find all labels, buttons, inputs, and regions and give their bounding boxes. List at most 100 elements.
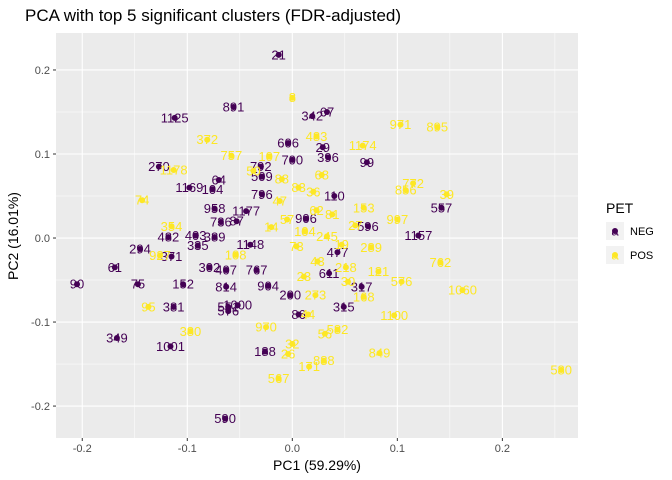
scatter-point <box>257 163 264 170</box>
point-label: 21 <box>271 47 285 62</box>
scatter-point <box>314 258 321 265</box>
scatter-point <box>230 103 237 110</box>
scatter-point <box>302 215 309 222</box>
scatter-point <box>318 172 325 179</box>
point-label: 107 <box>258 149 280 164</box>
point-label: 50 <box>246 163 260 178</box>
scatter-point <box>194 242 201 249</box>
point-label: 958 <box>204 201 226 216</box>
scatter-point <box>398 278 405 285</box>
point-label: 317 <box>351 279 373 294</box>
scatter-point <box>217 219 224 226</box>
point-label: 67 <box>320 104 334 119</box>
point-label: 110 <box>324 189 345 204</box>
scatter-point <box>167 343 174 350</box>
point-label: 153 <box>353 200 375 215</box>
scatter-point <box>394 216 401 223</box>
scatter-point <box>225 303 232 310</box>
point-label: 849 <box>369 346 391 361</box>
point-label: 895 <box>426 120 448 135</box>
scatter-point <box>232 251 239 258</box>
point-label: 403 <box>185 228 207 243</box>
point-label: 796 <box>251 187 273 202</box>
point-label: 81 <box>325 207 339 222</box>
scatter-point <box>319 144 326 151</box>
point-label: 104 <box>202 182 224 197</box>
scatter-point <box>171 114 178 121</box>
point-label: 8 <box>289 90 296 105</box>
scatter-point <box>391 312 398 319</box>
y-tick-label: -0.2 <box>31 401 50 413</box>
grid-lines <box>56 33 578 438</box>
point-label: 381 <box>163 299 185 314</box>
scatter-point <box>155 163 162 170</box>
point-label: 891 <box>223 99 245 114</box>
point-label: 407 <box>215 262 237 277</box>
point-label: 904 <box>257 278 279 293</box>
x-tick-label: -0.1 <box>178 443 197 455</box>
point-label: 302 <box>198 260 220 275</box>
point-label: 1169 <box>175 180 203 195</box>
scatter-point <box>250 167 257 174</box>
scatter-point <box>326 270 333 277</box>
scatter-point <box>223 266 230 273</box>
point-label: 576 <box>217 304 239 319</box>
point-label: 32 <box>285 336 299 351</box>
point-label: 83 <box>291 180 305 195</box>
point-label: 1148 <box>236 237 264 252</box>
point-label: 87 <box>229 214 243 229</box>
scatter-point <box>313 133 320 140</box>
point-label: 88 <box>275 172 289 187</box>
point-label: 75 <box>131 277 145 292</box>
y-tick-label: -0.1 <box>31 317 50 329</box>
point-label: 168 <box>353 289 375 304</box>
y-axis-ticks: -0.2 -0.1 0.0 0.1 0.2 <box>31 65 56 413</box>
scatter-point <box>165 234 172 241</box>
scatter-point <box>306 363 313 370</box>
point-label: 700 <box>281 152 303 167</box>
point-label: 104 <box>294 224 316 239</box>
scatter-point <box>558 366 565 373</box>
point-label: 152 <box>172 277 194 292</box>
scatter-point <box>434 124 441 131</box>
point-label: 971 <box>390 117 412 132</box>
point-label: 29 <box>316 140 330 155</box>
scatter-point <box>170 166 177 173</box>
point-label: 68 <box>314 168 328 183</box>
scatter-point <box>320 357 327 364</box>
scatter-point <box>331 193 338 200</box>
scatter-point <box>262 348 269 355</box>
scatter-point <box>139 197 146 204</box>
point-label: 62 <box>309 203 323 218</box>
legend-key-point <box>612 228 618 234</box>
scatter-point <box>360 293 367 300</box>
x-tick-label: -0.2 <box>73 443 92 455</box>
scatter-point <box>321 330 328 337</box>
y-tick-label: 0.2 <box>35 65 50 77</box>
scatter-point <box>360 204 367 211</box>
point-label: 856 <box>395 183 417 198</box>
scatter-point <box>340 303 347 310</box>
scatter-point <box>222 415 229 422</box>
scatter-point <box>313 207 320 214</box>
point-label: 121 <box>368 264 390 279</box>
x-tick-label: 0.0 <box>285 443 300 455</box>
scatter-point <box>211 205 218 212</box>
point-label: 218 <box>335 260 357 275</box>
scatter-point <box>289 156 296 163</box>
scatter-point <box>376 350 383 357</box>
point-label: 596 <box>357 219 379 234</box>
scatter-point <box>253 266 260 273</box>
point-label: 590 <box>214 411 236 426</box>
scatter-point <box>368 244 375 251</box>
point-label: 171 <box>298 359 320 374</box>
scatter-point <box>180 281 187 288</box>
scatter-point <box>285 350 292 357</box>
scatter-point <box>243 208 250 215</box>
scatter-point <box>300 273 307 280</box>
scatter-point <box>137 245 144 252</box>
point-label: 1060 <box>448 283 477 298</box>
point-label: 1100 <box>380 308 408 323</box>
